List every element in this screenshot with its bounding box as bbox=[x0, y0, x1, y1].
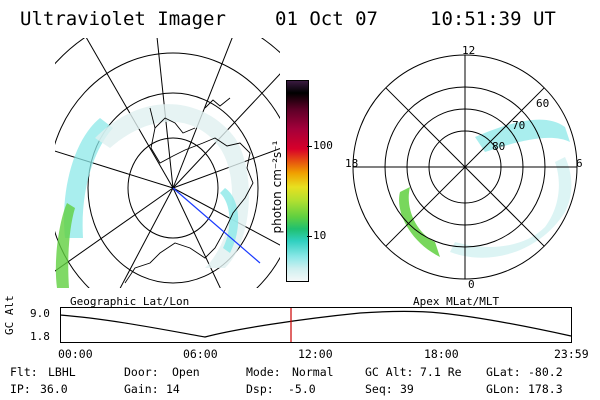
mlt-label-12: 12 bbox=[462, 44, 476, 57]
geographic-map bbox=[55, 38, 280, 288]
gain-value: 14 bbox=[166, 382, 180, 396]
mlt-dial-label: Apex MLat/MLT bbox=[413, 295, 500, 308]
time-tick-1800: 18:00 bbox=[424, 347, 459, 361]
time-tick-0600: 06:00 bbox=[183, 347, 218, 361]
ip-label: IP: bbox=[10, 382, 31, 396]
flt-value: LBHL bbox=[48, 365, 76, 379]
glat-label: GLat: bbox=[486, 365, 521, 379]
colorbar-tick-100 bbox=[307, 146, 312, 147]
altitude-tick-1-8: 1.8 bbox=[30, 330, 50, 343]
gc-alt-label: GC Alt: bbox=[365, 365, 414, 379]
gc-alt-value: 7.1 Re bbox=[420, 365, 462, 379]
colorbar-label-100: 100 bbox=[313, 139, 333, 152]
mlt-label-6: 6 bbox=[576, 157, 583, 170]
mlt-dial bbox=[352, 54, 578, 280]
colorbar-tick-10 bbox=[307, 236, 312, 237]
mlt-label-0: 0 bbox=[468, 278, 475, 291]
door-value: Open bbox=[172, 365, 200, 379]
time-tick-2359: 23:59 bbox=[554, 347, 589, 361]
gain-label: Gain: bbox=[124, 382, 159, 396]
mode-value: Normal bbox=[292, 365, 334, 379]
time-tick-0000: 00:00 bbox=[58, 347, 93, 361]
geo-map-label: Geographic Lat/Lon bbox=[70, 295, 190, 308]
glon-value: 178.3 bbox=[528, 382, 563, 396]
instrument-title: Ultraviolet Imager bbox=[20, 8, 226, 30]
mode-label: Mode: bbox=[246, 365, 281, 379]
observation-time: 10:51:39 UT bbox=[430, 8, 556, 30]
glat-value: -80.2 bbox=[528, 365, 563, 379]
altitude-plot bbox=[60, 307, 572, 343]
glon-label: GLon: bbox=[486, 382, 521, 396]
mlat-label-80: 80 bbox=[492, 140, 506, 153]
mlt-label-18: 18 bbox=[345, 157, 359, 170]
flt-label: Flt: bbox=[10, 365, 38, 379]
mlat-label-70: 70 bbox=[512, 119, 526, 132]
door-label: Door: bbox=[124, 365, 159, 379]
colorbar bbox=[286, 80, 309, 282]
altitude-axis-label: GC Alt bbox=[3, 295, 16, 335]
observation-date: 01 Oct 07 bbox=[275, 8, 378, 30]
altitude-tick-9: 9.0 bbox=[30, 307, 50, 320]
ip-value: 36.0 bbox=[40, 382, 68, 396]
seq-value: 39 bbox=[400, 382, 414, 396]
dsp-value: -5.0 bbox=[288, 382, 316, 396]
dsp-label: Dsp: bbox=[246, 382, 274, 396]
colorbar-label-10: 10 bbox=[313, 229, 327, 242]
seq-label: Seq: bbox=[365, 382, 393, 396]
time-tick-1200: 12:00 bbox=[298, 347, 333, 361]
colorbar-unit-label: photon cm⁻²s⁻¹ bbox=[270, 140, 284, 234]
mlat-label-60: 60 bbox=[536, 97, 550, 110]
